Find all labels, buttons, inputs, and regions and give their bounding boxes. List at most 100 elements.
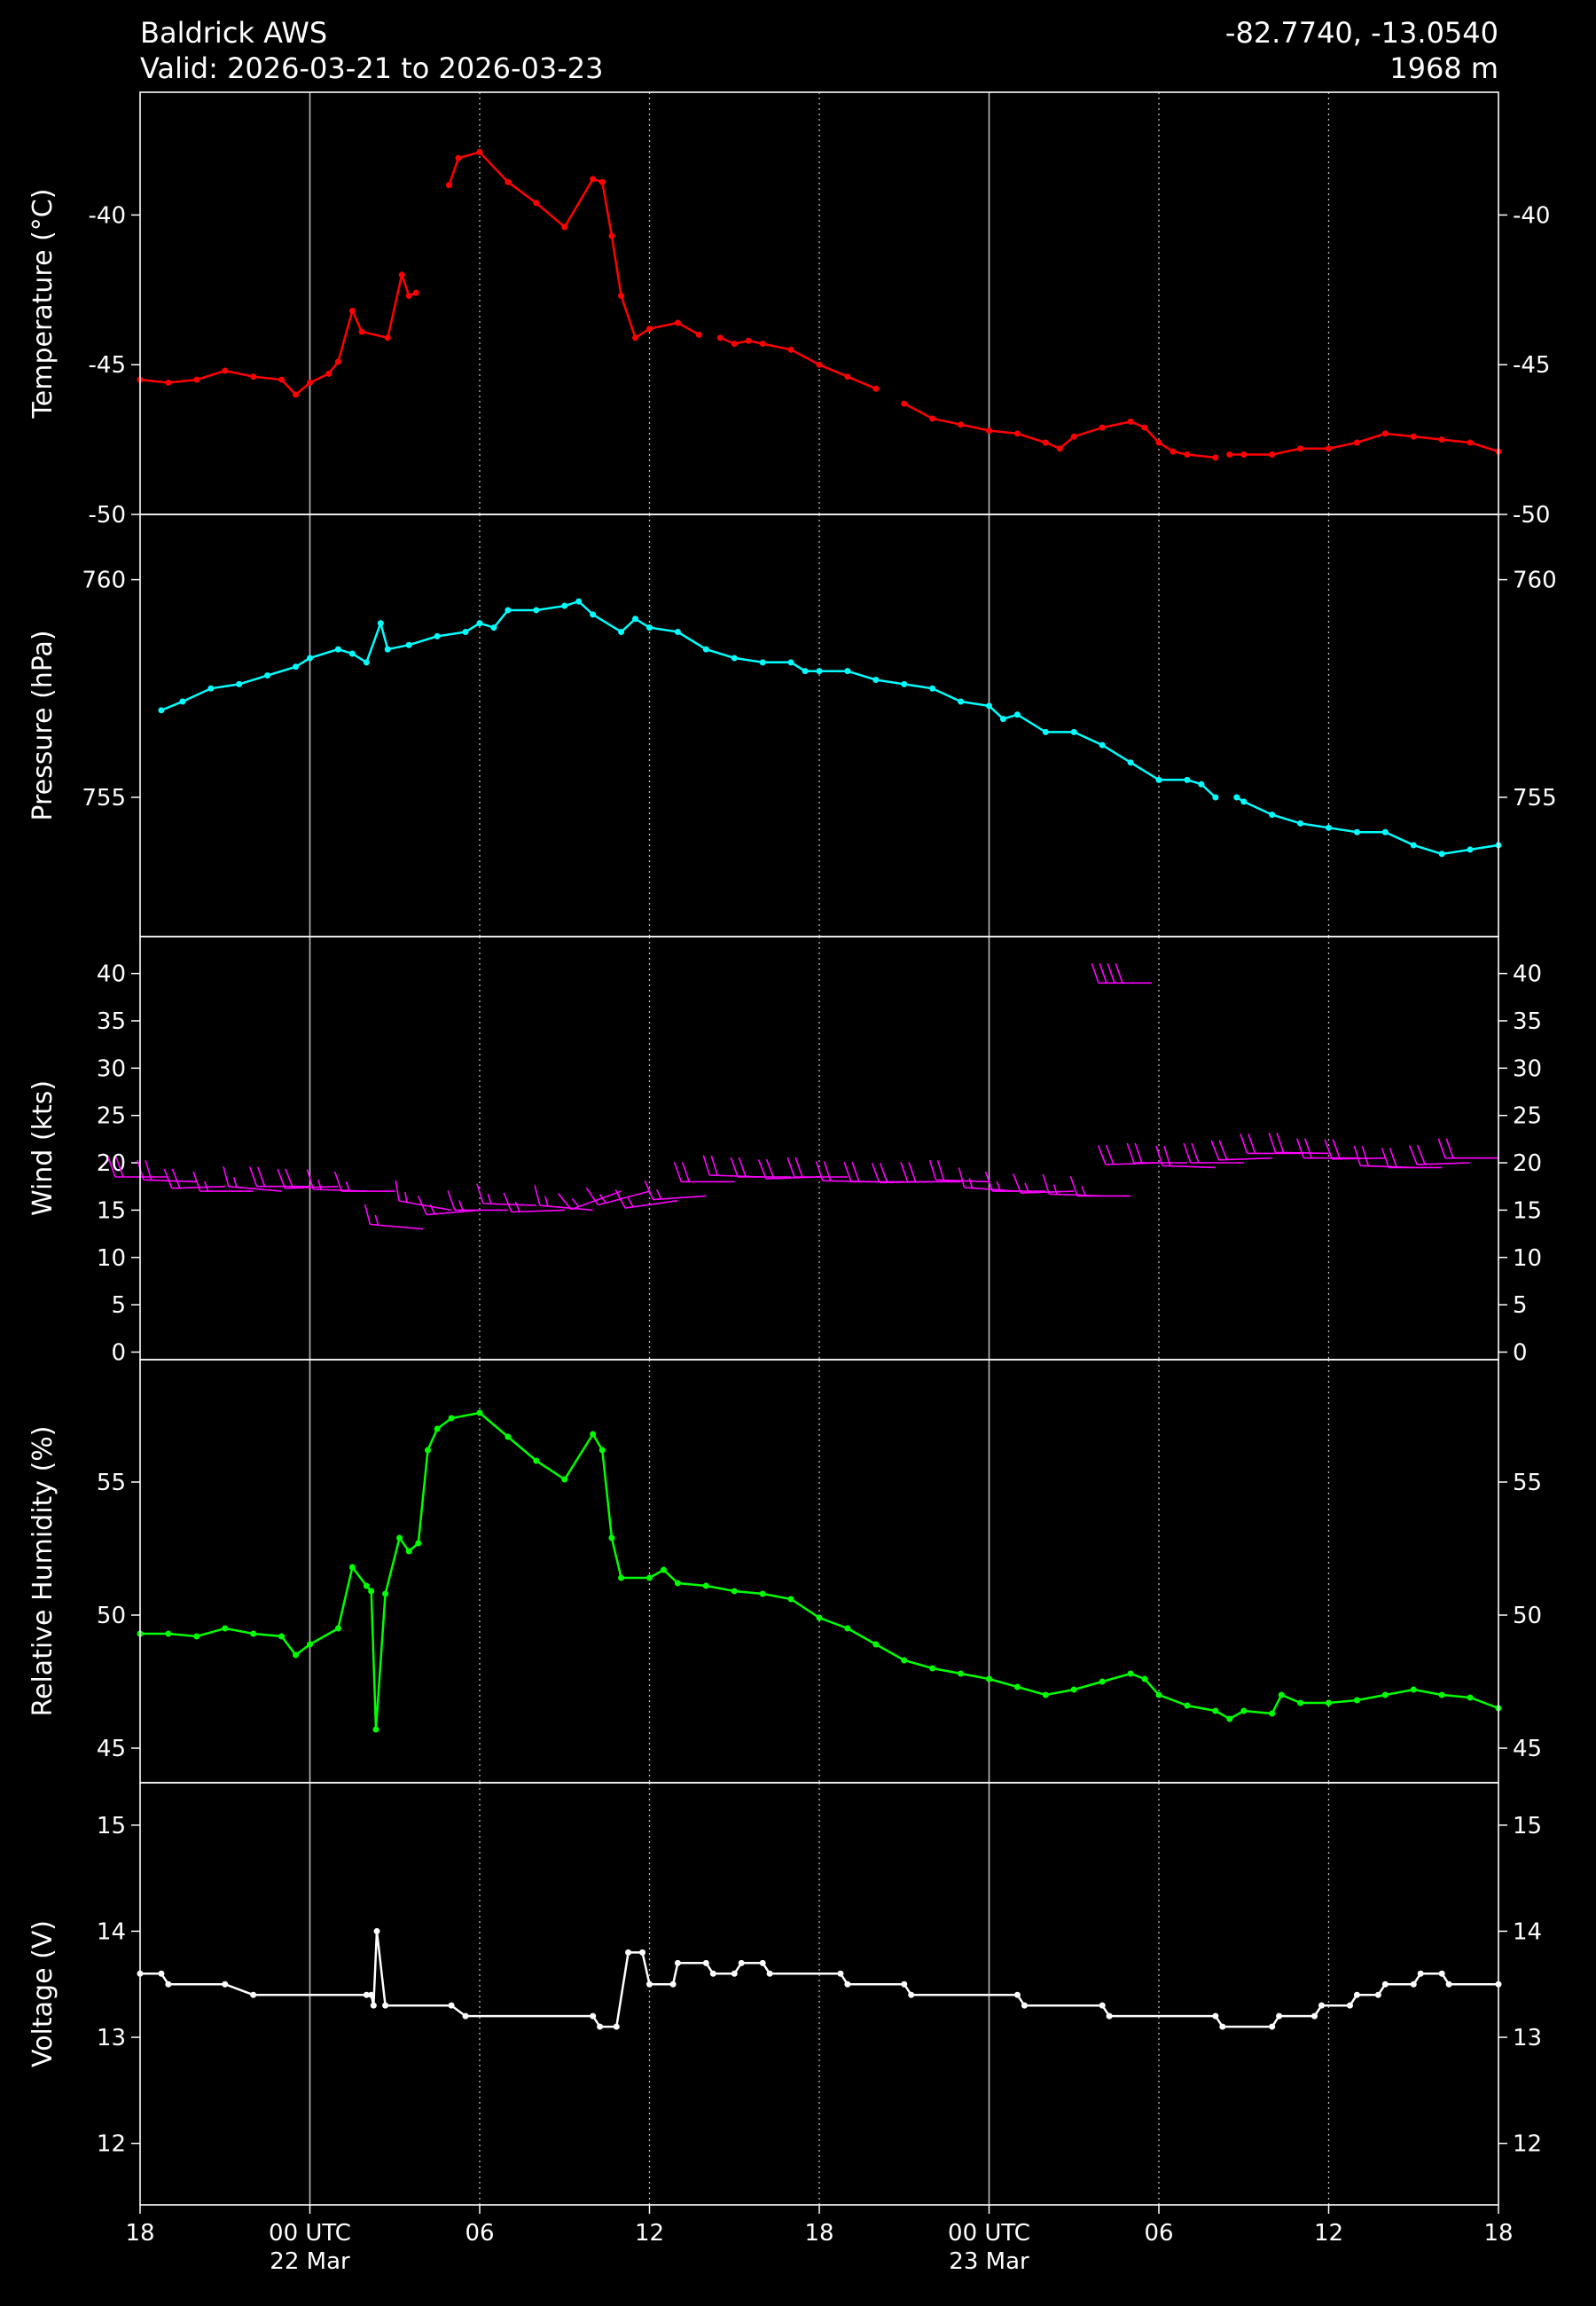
y-tick-label: -45 (1513, 352, 1550, 379)
data-point (1212, 2012, 1219, 2020)
data-point (158, 707, 165, 714)
data-point (490, 624, 497, 631)
data-point (250, 373, 257, 380)
data-point (844, 373, 851, 380)
data-point (1346, 2002, 1353, 2009)
y-tick-label: 50 (97, 1603, 126, 1629)
data-point (986, 427, 992, 434)
y-tick-label: 10 (97, 1245, 126, 1272)
data-point (872, 1641, 880, 1648)
wind-barb (1155, 1145, 1216, 1169)
data-point (348, 650, 356, 657)
data-point (434, 1425, 441, 1432)
wind-barb (585, 1187, 650, 1206)
y-axis-label: Relative Humidity (%) (27, 1426, 59, 1717)
y-tick-label: 0 (1513, 1339, 1528, 1366)
y-tick-label: 755 (82, 785, 126, 812)
data-point (372, 1726, 379, 1733)
wind-barb (673, 1162, 735, 1183)
data-point (844, 1980, 851, 1988)
data-point (236, 680, 243, 687)
data-point (1381, 430, 1389, 437)
data-point (455, 154, 462, 161)
data-point (445, 182, 452, 189)
data-point (1353, 1697, 1360, 1704)
data-point (639, 1949, 646, 1956)
data-point (1467, 846, 1474, 853)
valid-range: Valid: 2026-03-21 to 2026-03-23 (140, 51, 603, 85)
data-point (222, 1980, 229, 1988)
y-tick-label: 35 (97, 1008, 126, 1035)
data-point (901, 1657, 908, 1664)
data-point (759, 1590, 766, 1597)
data-point (929, 685, 936, 692)
data-point (207, 685, 215, 692)
data-point (1070, 433, 1077, 440)
y-tick-label: 10 (1513, 1245, 1542, 1272)
y-tick-label: 30 (1513, 1055, 1542, 1082)
data-point (1099, 1678, 1106, 1685)
data-point (193, 376, 200, 383)
data-point (608, 232, 615, 239)
wind-barb (333, 1171, 395, 1192)
y-tick-label: 15 (97, 1813, 126, 1839)
data-point (731, 341, 738, 348)
data-point (396, 1534, 403, 1541)
data-point (1155, 439, 1162, 446)
elevation: 1968 m (1389, 51, 1498, 85)
data-point (1410, 1980, 1417, 1988)
data-point (1311, 2012, 1318, 2020)
wind-barb (984, 1171, 1046, 1192)
data-point (1127, 759, 1134, 766)
data-point (307, 1641, 313, 1648)
data-point (448, 1415, 455, 1422)
station-title: Baldrick AWS (140, 16, 327, 50)
y-tick-label: -50 (89, 502, 126, 529)
y-axis-label: Pressure (hPa) (27, 630, 59, 820)
data-point (293, 663, 300, 671)
data-point (1269, 2023, 1276, 2030)
data-point (1381, 1691, 1389, 1698)
data-point (709, 1970, 716, 1977)
location: -82.7740, -13.0540 (1225, 16, 1498, 50)
data-point (1438, 1970, 1445, 1977)
wind-barb (192, 1171, 254, 1192)
y-tick-label: 15 (1513, 1813, 1542, 1839)
data-point (1276, 2012, 1283, 2020)
data-point (901, 680, 908, 687)
data-point (787, 659, 794, 666)
wind-barb (107, 1157, 168, 1178)
data-point (738, 1959, 745, 1966)
data-point (1198, 780, 1205, 788)
data-point (1013, 711, 1021, 718)
y-tick-label: 5 (1513, 1292, 1528, 1319)
data-point (462, 628, 469, 635)
data-point (1278, 1691, 1285, 1698)
data-point (1326, 445, 1332, 452)
data-point (674, 319, 681, 326)
y-axis-label: Temperature (°C) (27, 189, 59, 420)
data-point (618, 1574, 625, 1581)
y-tick-label: 50 (1513, 1603, 1542, 1629)
data-point (816, 668, 823, 675)
data-point (590, 1431, 597, 1438)
data-point (1170, 448, 1177, 455)
data-point (986, 702, 992, 710)
data-point (908, 1991, 915, 1998)
data-point (674, 628, 681, 635)
data-point (632, 616, 639, 623)
data-point (901, 400, 908, 407)
data-point (505, 607, 512, 614)
data-point (1184, 1702, 1191, 1709)
data-point (872, 385, 880, 392)
data-point (1240, 1707, 1248, 1714)
y-tick-label: 12 (97, 2131, 126, 2158)
data-point (533, 1457, 540, 1464)
data-point (646, 624, 653, 631)
data-point (590, 176, 597, 183)
data-point (533, 200, 540, 207)
wind-barb (1183, 1142, 1244, 1164)
wind-barb (1437, 1138, 1498, 1159)
data-point (1326, 1699, 1332, 1706)
data-point (1240, 451, 1248, 458)
